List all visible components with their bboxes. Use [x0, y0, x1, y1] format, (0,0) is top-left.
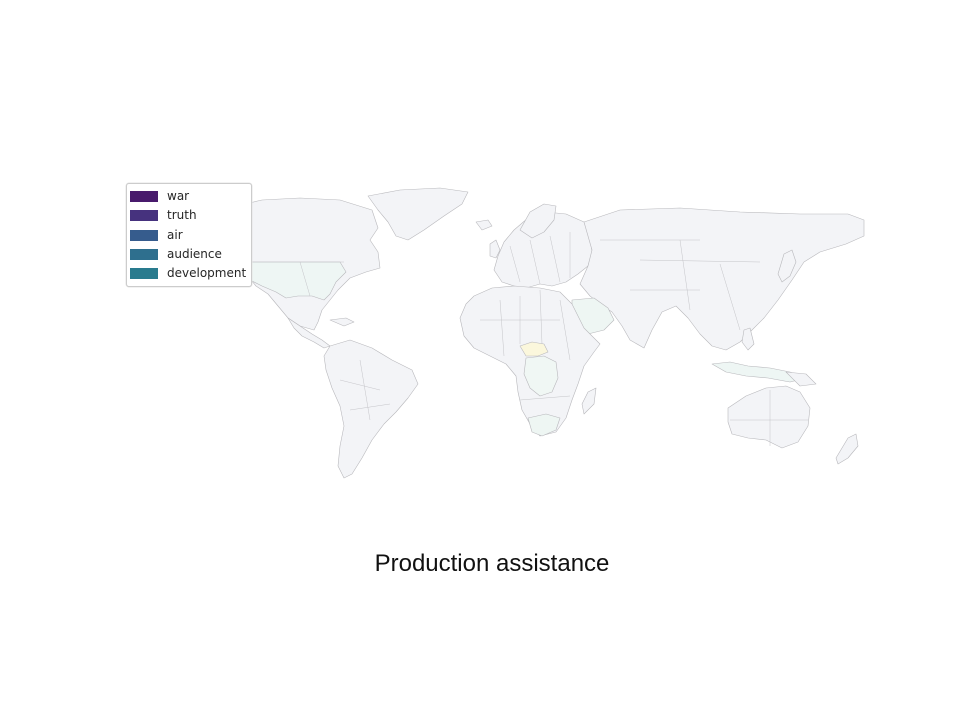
central-america: [287, 317, 331, 349]
australia: [727, 385, 811, 449]
legend-label: development: [167, 266, 247, 281]
legend-label: air: [167, 227, 183, 242]
south-america: [323, 339, 419, 479]
indonesia: [711, 361, 807, 383]
united-states: [237, 261, 347, 301]
land-masses: [225, 187, 865, 479]
legend-label: war: [167, 189, 190, 203]
legend-item-air: air: [127, 226, 251, 245]
legend-item-truth: truth: [127, 206, 251, 225]
legend-swatch: [130, 210, 158, 222]
legend-swatch: [130, 191, 158, 202]
legend-label: audience: [167, 246, 222, 261]
legend: war truth air audience development: [126, 183, 252, 288]
legend-label: truth: [167, 208, 197, 223]
new-zealand: [835, 433, 859, 465]
country-borders: [236, 230, 808, 446]
legend-swatch: [130, 248, 158, 260]
central-african-republic: [519, 341, 549, 357]
legend-item-war: war: [127, 187, 251, 206]
asia: [579, 207, 865, 351]
united-kingdom: [489, 239, 501, 259]
south-africa: [527, 413, 561, 437]
scandinavia: [519, 203, 557, 239]
japan: [777, 249, 797, 283]
chart-title: Production assistance: [374, 550, 610, 577]
legend-item-audience: audience: [127, 245, 251, 264]
legend-swatch: [130, 268, 158, 280]
legend-swatch: [130, 229, 158, 241]
iceland: [475, 219, 493, 231]
dr-congo: [523, 355, 559, 397]
greenland: [367, 187, 469, 241]
legend-item-development: development: [127, 264, 251, 283]
caribbean: [329, 317, 355, 327]
new-guinea: [785, 371, 817, 387]
philippines: [741, 327, 755, 351]
madagascar: [581, 387, 597, 415]
